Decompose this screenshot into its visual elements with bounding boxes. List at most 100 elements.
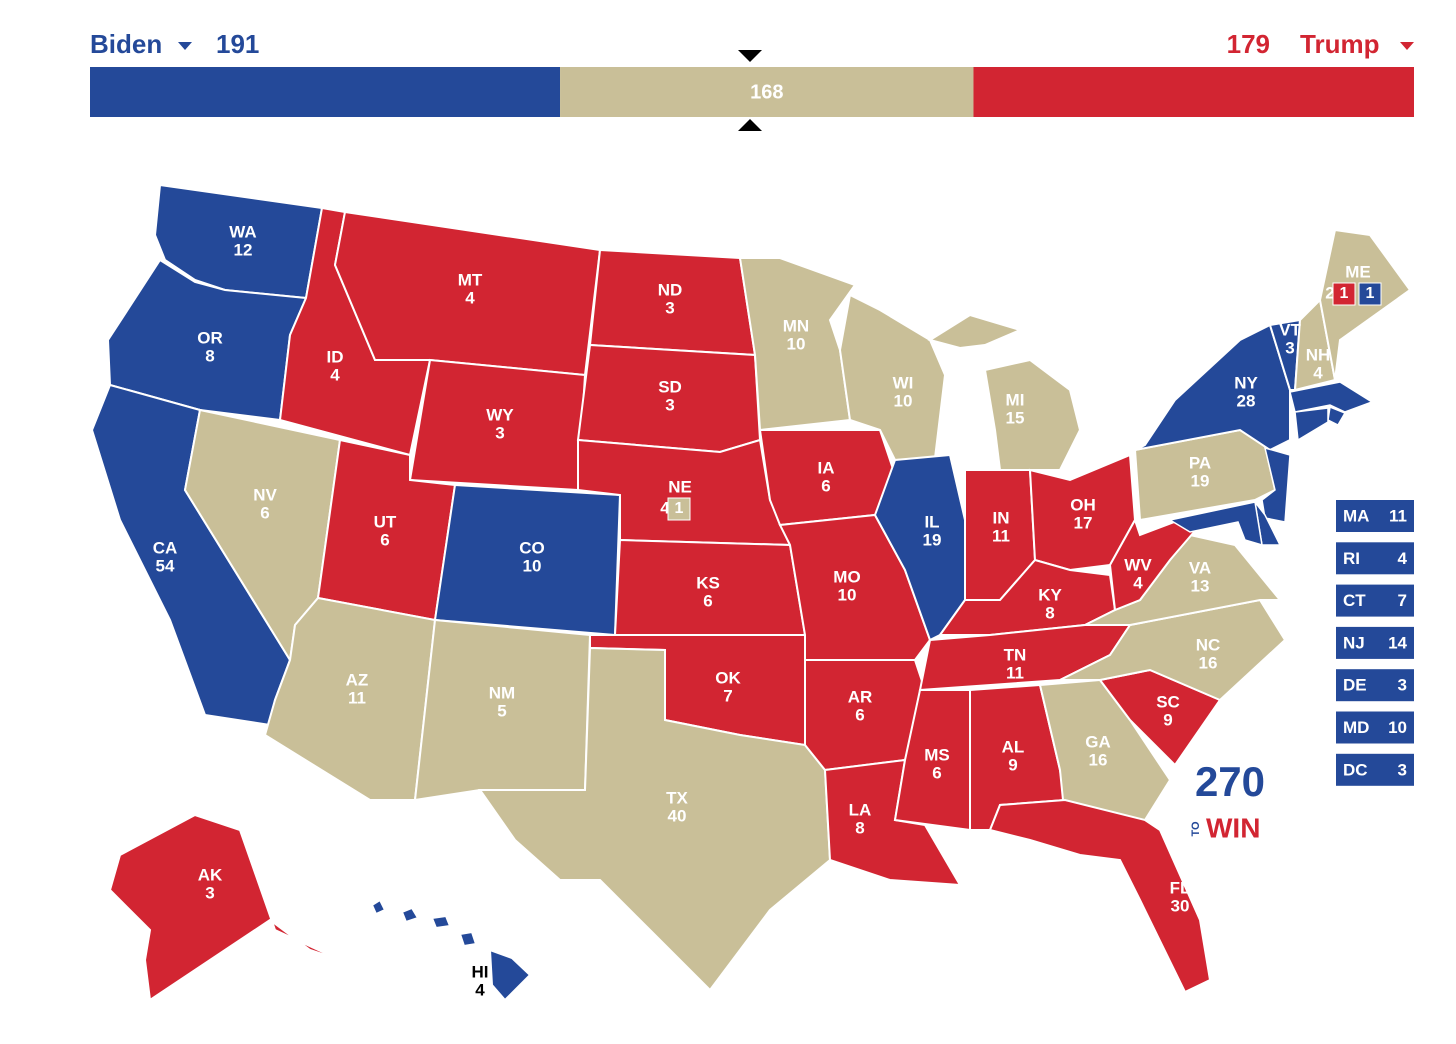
logo: 270 TO WIN [1190, 758, 1265, 843]
state-abbr: MT [458, 270, 483, 289]
state-abbr: AZ [346, 670, 369, 689]
state-votes: 11 [1006, 663, 1024, 682]
state-votes: 16 [1089, 750, 1108, 769]
state-abbr: OK [715, 668, 741, 687]
state-abbr: UT [374, 512, 397, 531]
state-abbr: MS [924, 745, 950, 764]
small-state-abbr: MA [1343, 506, 1369, 525]
small-state-box [1336, 753, 1414, 786]
state-votes: 10 [787, 334, 806, 353]
state-abbr: PA [1189, 453, 1211, 472]
state-votes: 16 [1199, 653, 1218, 672]
threshold-marker [738, 50, 762, 62]
dropdown-arrow[interactable] [178, 42, 192, 50]
state-shape [988, 798, 1212, 994]
state-abbr: WY [486, 405, 514, 424]
small-state-votes: 7 [1398, 591, 1407, 610]
small-state-votes: 10 [1388, 718, 1407, 737]
state-votes: 6 [703, 591, 712, 610]
state-abbr: ME [1345, 262, 1371, 281]
state-abbr: IL [924, 512, 939, 531]
state-abbr: NC [1196, 635, 1221, 654]
state-votes: 6 [855, 705, 864, 724]
state-abbr: FL [1170, 878, 1191, 897]
dropdown-arrow[interactable] [1400, 42, 1414, 50]
small-state-abbr: MD [1343, 718, 1369, 737]
state-abbr: IA [818, 458, 835, 477]
small-state-votes: 14 [1388, 633, 1407, 652]
threshold-marker [738, 119, 762, 131]
tally-bar: 168 [90, 67, 1414, 117]
state-abbr: GA [1085, 732, 1111, 751]
state-votes: 2 [1325, 283, 1334, 302]
biden-segment [90, 67, 561, 117]
state-abbr: ND [658, 280, 683, 299]
state-abbr: SC [1156, 692, 1180, 711]
small-state-box [1336, 500, 1414, 532]
state-shape [1167, 501, 1263, 547]
state-shape [488, 948, 532, 1002]
state-abbr: KY [1038, 585, 1062, 604]
small-state-abbr: CT [1343, 591, 1366, 610]
state-abbr: VT [1279, 320, 1301, 339]
small-state-box [1336, 542, 1414, 575]
state-votes: 4 [465, 288, 475, 307]
district-votes: 1 [1366, 285, 1375, 302]
right-candidate[interactable]: Trump [1300, 29, 1379, 59]
state-votes: 10 [894, 391, 913, 410]
state-votes: 40 [668, 806, 687, 825]
state-votes: 7 [723, 686, 732, 705]
state-votes: 4 [475, 980, 485, 999]
state-votes: 6 [380, 530, 389, 549]
small-state-votes: 3 [1398, 676, 1407, 695]
state-votes: 4 [1133, 573, 1143, 592]
district-box [1332, 282, 1356, 306]
district-box [667, 497, 691, 521]
state-votes: 13 [1191, 576, 1210, 595]
state-votes: 28 [1237, 391, 1256, 410]
state-votes: 9 [1008, 755, 1017, 774]
state-abbr: TX [666, 788, 688, 807]
small-state-votes: 11 [1389, 506, 1407, 525]
state-abbr: NV [253, 485, 277, 504]
small-state-votes: 4 [1398, 549, 1408, 568]
small-state-box [1336, 711, 1414, 744]
tossup-votes: 168 [750, 81, 783, 103]
state-abbr: AR [848, 687, 873, 706]
small-state-box [1336, 584, 1414, 617]
small-states: MA 11 RI 4 CT 7 NJ 14 DE 3 MD 10 DC 3 [1336, 500, 1414, 786]
states [90, 183, 1412, 1002]
state-shape [108, 813, 341, 1002]
state-votes: 11 [992, 526, 1010, 545]
state-abbr: MO [833, 567, 860, 586]
district-box [1358, 282, 1382, 306]
state-votes: 4 [330, 365, 340, 384]
state-shape [430, 914, 452, 930]
state-votes: 30 [1171, 896, 1190, 915]
state-votes: 3 [665, 395, 674, 414]
state-votes: 15 [1006, 408, 1025, 427]
left-candidate[interactable]: Biden [90, 29, 162, 59]
state-votes: 8 [1045, 603, 1054, 622]
state-shape [983, 358, 1082, 471]
state-abbr: MI [1006, 390, 1025, 409]
state-shape [927, 313, 1023, 350]
state-shape [1134, 323, 1291, 452]
state-votes: 12 [234, 240, 253, 259]
state-votes: 8 [855, 818, 864, 837]
state-abbr: ID [327, 347, 344, 366]
state-votes: 3 [495, 423, 504, 442]
state-votes: 6 [260, 503, 269, 522]
state-votes: 4 [1313, 363, 1323, 382]
district-votes: 1 [1340, 285, 1349, 302]
state-abbr: VA [1189, 558, 1211, 577]
small-state-box [1336, 626, 1414, 659]
state-votes: 6 [821, 476, 830, 495]
logo-to: TO [1190, 821, 1202, 837]
state-shape [1294, 407, 1329, 442]
state-shape [400, 906, 420, 924]
state-votes: 9 [1163, 710, 1172, 729]
state-votes: 10 [523, 556, 542, 575]
